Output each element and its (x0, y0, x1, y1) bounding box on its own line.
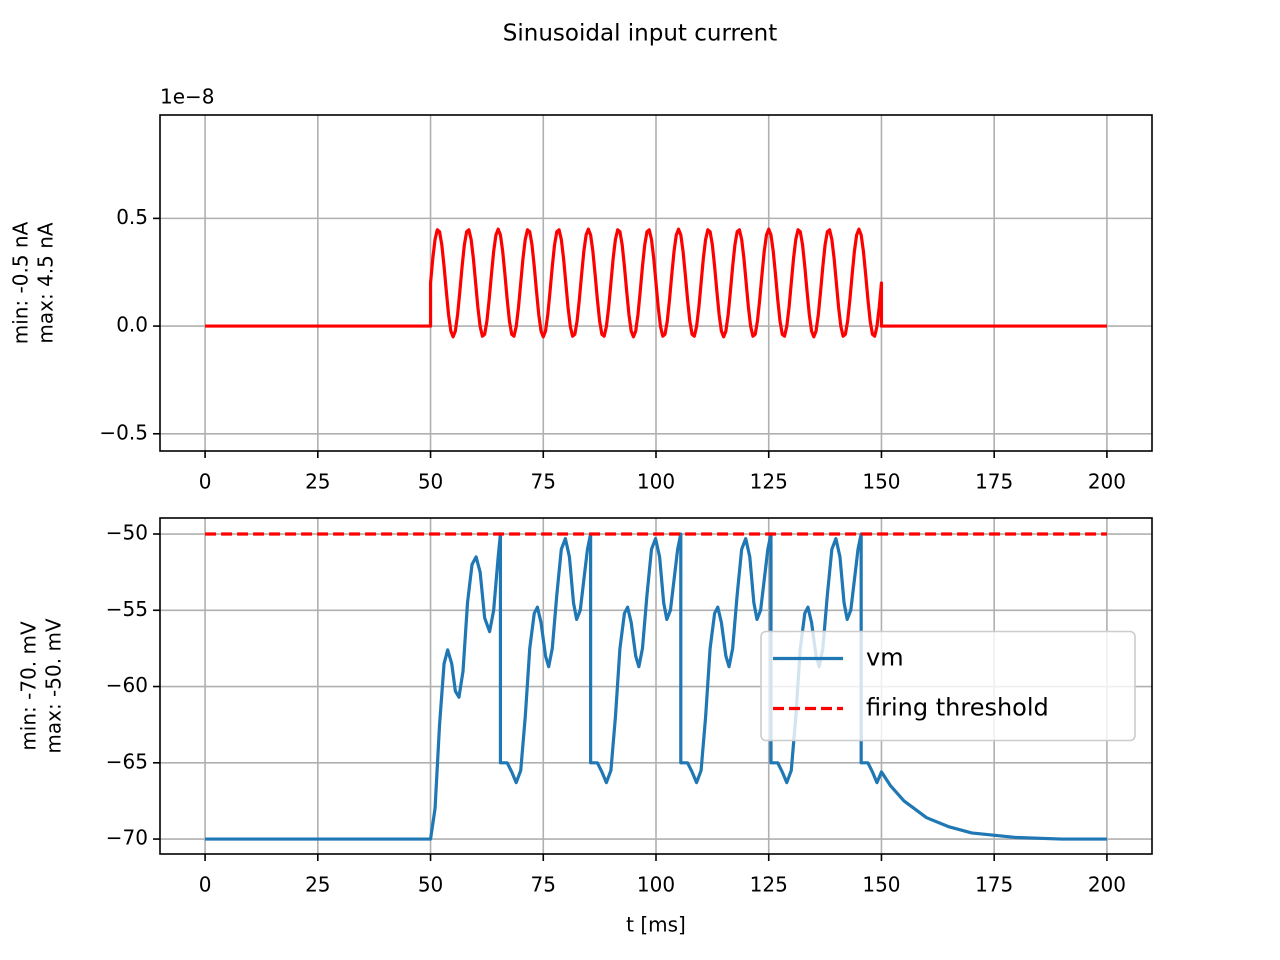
x-tick-label: 50 (418, 470, 443, 494)
offset-label: 1e−8 (160, 85, 215, 109)
y-tick-label: −70 (106, 826, 148, 850)
x-axis-label: t [ms] (626, 913, 686, 937)
x-tick-label: 50 (418, 873, 443, 897)
figure-title: Sinusoidal input current (503, 21, 777, 47)
x-tick-label: 25 (305, 873, 330, 897)
legend-label: firing threshold (866, 694, 1049, 722)
y-tick-label: −65 (106, 749, 148, 773)
data-line (205, 532, 1107, 841)
y-tick-label: 0.5 (116, 205, 148, 229)
x-tick-label: 175 (975, 470, 1013, 494)
x-tick-label: 25 (305, 470, 330, 494)
x-tick-label: 125 (750, 470, 788, 494)
y-tick-label: −0.5 (99, 420, 148, 444)
y-axis-label: min: -70. mV (17, 621, 41, 751)
x-tick-label: 200 (1088, 470, 1126, 494)
x-tick-label: 150 (862, 873, 900, 897)
x-tick-label: 75 (531, 873, 556, 897)
x-tick-label: 200 (1088, 873, 1126, 897)
y-tick-label: −55 (106, 597, 148, 621)
x-tick-label: 100 (637, 470, 675, 494)
x-tick-label: 175 (975, 873, 1013, 897)
y-axis-label: min: -0.5 nA (9, 221, 33, 344)
x-tick-label: 0 (199, 470, 212, 494)
legend: vm firing threshold (760, 630, 1136, 742)
x-tick-label: 150 (862, 470, 900, 494)
x-tick-label: 125 (750, 873, 788, 897)
y-tick-label: −60 (106, 673, 148, 697)
y-axis-label: max: 4.5 nA (34, 222, 58, 344)
legend-box (760, 630, 1136, 742)
axes-frame (159, 517, 1153, 855)
legend-label: vm (866, 644, 904, 672)
x-tick-label: 0 (199, 873, 212, 897)
axes-frame (159, 114, 1153, 452)
y-tick-label: 0.0 (116, 313, 148, 337)
y-tick-label: −50 (106, 521, 148, 545)
y-axis-label: max: -50. mV (42, 618, 66, 754)
data-line (205, 227, 1107, 339)
x-tick-label: 100 (637, 873, 675, 897)
x-tick-label: 75 (531, 470, 556, 494)
